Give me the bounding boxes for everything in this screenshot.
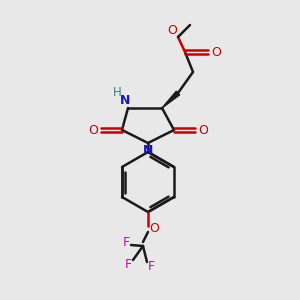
Text: F: F <box>124 257 132 271</box>
Text: O: O <box>88 124 98 136</box>
Text: O: O <box>167 23 177 37</box>
Text: F: F <box>122 236 130 250</box>
Text: H: H <box>112 86 122 100</box>
Text: F: F <box>147 260 155 272</box>
Text: O: O <box>149 221 159 235</box>
Text: O: O <box>211 46 221 59</box>
Text: O: O <box>198 124 208 136</box>
Polygon shape <box>162 91 180 108</box>
Text: N: N <box>143 145 153 158</box>
Text: N: N <box>120 94 130 106</box>
